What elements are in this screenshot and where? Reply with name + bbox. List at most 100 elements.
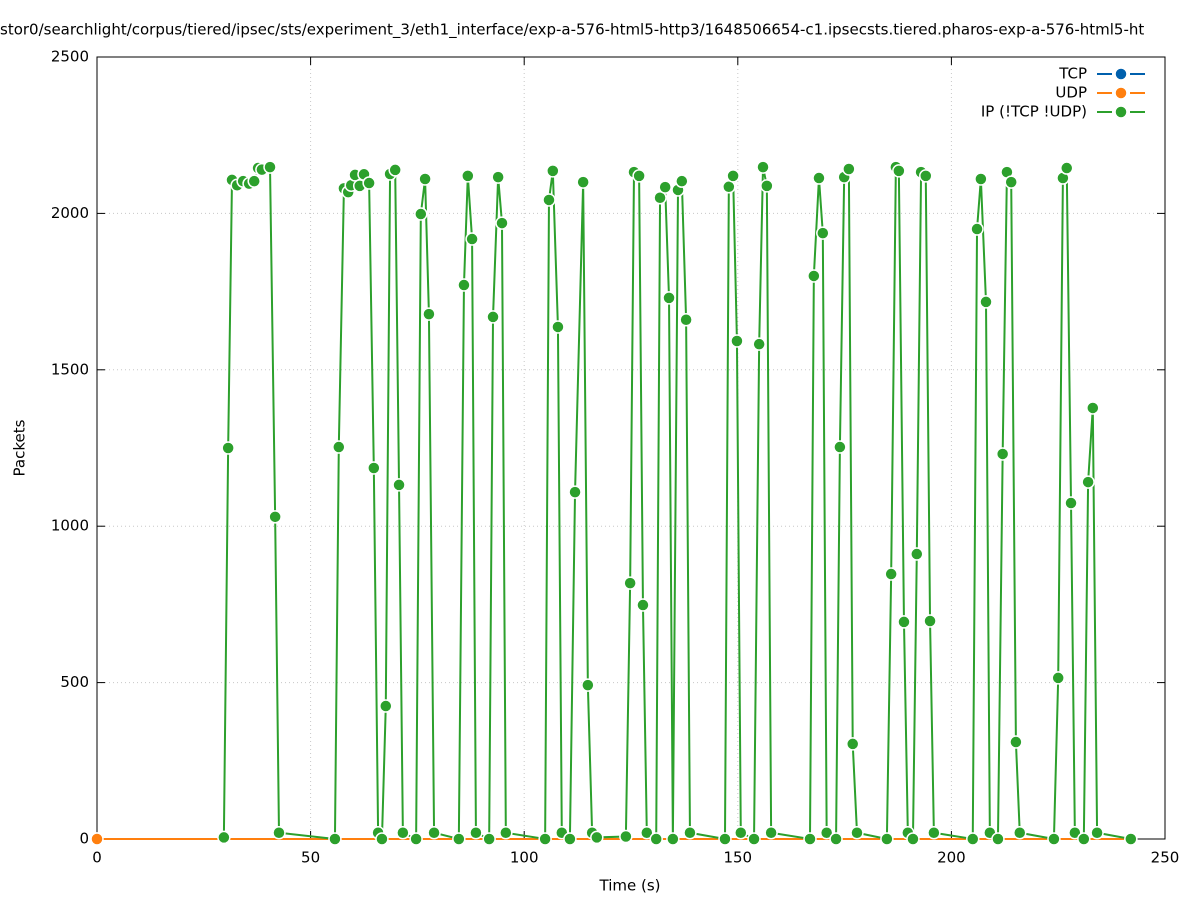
data-point (923, 614, 937, 628)
chart-title: stor0/searchlight/corpus/tiered/ipsec/st… (0, 21, 1144, 40)
data-point (486, 310, 500, 324)
data-point (897, 615, 911, 629)
data-point (829, 832, 843, 846)
data-point (427, 825, 441, 840)
data-point (734, 825, 748, 840)
data-point (819, 825, 834, 840)
data-point (268, 510, 282, 524)
data-point (640, 825, 654, 840)
data-point (409, 832, 423, 846)
data-point (726, 169, 740, 183)
x-tick-label: 250 (1151, 849, 1180, 867)
data-point (491, 170, 505, 184)
data-point (619, 829, 633, 844)
data-point (679, 313, 693, 327)
data-point (1077, 832, 1091, 846)
y-tick-label: 1500 (51, 360, 89, 378)
data-point (499, 825, 513, 840)
data-point (910, 547, 924, 561)
data-point (752, 337, 766, 351)
legend-marker (1114, 67, 1128, 81)
data-point (995, 447, 1010, 461)
data-point (396, 825, 410, 840)
data-point (845, 737, 860, 751)
data-point (1124, 832, 1138, 846)
data-point (551, 320, 565, 334)
x-tick-label: 50 (301, 849, 320, 867)
data-point (367, 461, 381, 475)
data-point (452, 832, 466, 846)
data-point (649, 832, 663, 846)
legend-label: IP (!TCP !UDP) (981, 103, 1087, 121)
data-point (884, 567, 898, 581)
x-tick-label: 200 (937, 849, 966, 867)
legend-marker (1114, 86, 1128, 100)
data-point (414, 207, 428, 221)
legend-marker (1114, 105, 1128, 119)
data-point (482, 832, 496, 846)
data-point (747, 832, 761, 846)
data-point (1090, 825, 1104, 840)
data-point (718, 832, 732, 846)
data-point (812, 171, 826, 185)
data-point (666, 832, 680, 846)
y-tick-label: 1000 (51, 517, 89, 535)
y-tick-label: 2500 (51, 48, 89, 66)
data-point (272, 825, 286, 840)
data-point (892, 164, 906, 178)
data-point (418, 172, 432, 186)
data-point (217, 830, 231, 845)
data-point (1064, 496, 1078, 510)
data-point (683, 825, 697, 840)
data-point (388, 163, 402, 177)
data-point (563, 832, 577, 846)
data-point (263, 160, 277, 174)
data-point (807, 269, 821, 283)
data-point (662, 291, 676, 305)
data-point (247, 174, 261, 188)
data-point (833, 440, 847, 454)
data-point (1059, 161, 1074, 175)
x-tick-label: 150 (723, 849, 752, 867)
data-point (461, 169, 475, 183)
data-point (422, 307, 436, 321)
series-line (222, 164, 1132, 843)
data-point (760, 179, 774, 193)
data-point (966, 832, 980, 846)
data-point (379, 699, 393, 713)
data-point (375, 832, 389, 846)
data-point (675, 174, 689, 188)
data-point (970, 222, 984, 236)
data-point (538, 832, 552, 846)
x-tick-label: 100 (510, 849, 539, 867)
legend-label: UDP (1055, 84, 1087, 102)
data-point (542, 193, 556, 207)
data-point (1051, 671, 1065, 685)
data-point (1004, 175, 1018, 189)
data-point (469, 825, 483, 840)
data-point (764, 825, 778, 840)
data-point (906, 832, 920, 846)
data-point (546, 164, 560, 178)
x-tick-label: 0 (92, 849, 102, 867)
data-point (392, 478, 406, 492)
data-point (221, 441, 235, 455)
data-point (756, 160, 770, 174)
x-axis-label: Time (s) (599, 877, 661, 895)
data-point (623, 576, 637, 590)
data-point (1047, 832, 1061, 846)
y-axis-label: Packets (11, 419, 29, 476)
data-point (495, 216, 509, 230)
data-point (927, 825, 941, 840)
data-point (581, 678, 595, 692)
data-point (658, 180, 672, 194)
y-tick-label: 500 (60, 673, 89, 691)
data-point (919, 169, 933, 183)
data-point (590, 830, 604, 845)
data-point (880, 832, 894, 846)
data-point (1068, 825, 1082, 840)
data-point (850, 825, 864, 840)
data-point (991, 832, 1005, 846)
data-point (1009, 735, 1023, 749)
data-point (465, 232, 479, 246)
